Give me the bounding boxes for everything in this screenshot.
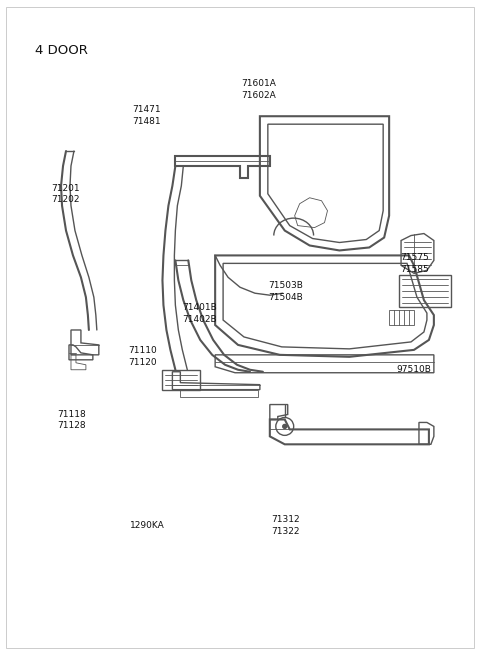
Text: 4 DOOR: 4 DOOR xyxy=(35,45,88,57)
Text: 97510B: 97510B xyxy=(397,365,432,374)
Text: 71401B
71402B: 71401B 71402B xyxy=(182,303,217,324)
Circle shape xyxy=(283,424,287,428)
Text: 71110
71120: 71110 71120 xyxy=(128,346,156,367)
Text: 1290KA: 1290KA xyxy=(130,521,164,530)
Bar xyxy=(399,275,451,307)
Text: 71312
71322: 71312 71322 xyxy=(271,515,300,536)
Text: 71575
71585: 71575 71585 xyxy=(400,253,429,274)
Text: 71118
71128: 71118 71128 xyxy=(58,409,86,430)
Text: 71201
71202: 71201 71202 xyxy=(51,183,80,204)
Text: 71471
71481: 71471 71481 xyxy=(132,105,161,126)
Text: 71503B
71504B: 71503B 71504B xyxy=(268,281,303,302)
Text: 71601A
71602A: 71601A 71602A xyxy=(241,79,276,100)
